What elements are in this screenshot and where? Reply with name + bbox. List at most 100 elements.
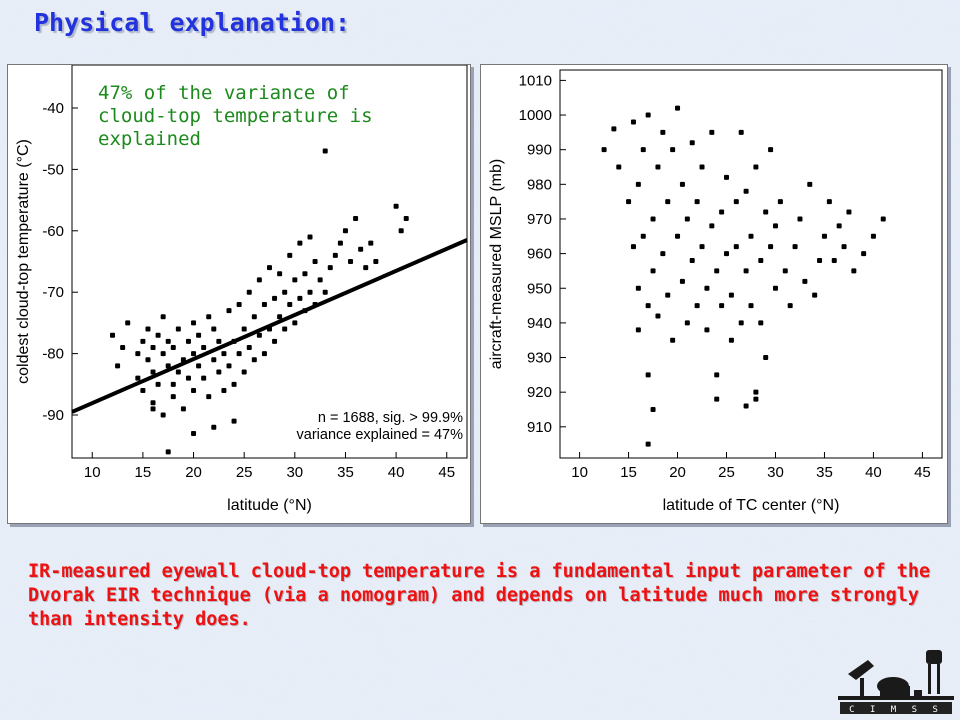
data-point (817, 258, 823, 264)
data-point (782, 268, 788, 274)
data-point (191, 430, 197, 436)
data-point (272, 338, 278, 344)
data-point (733, 244, 739, 250)
x-tick-label: 30 (286, 464, 303, 481)
data-point (175, 369, 181, 375)
y-tick-label: -40 (42, 100, 64, 117)
data-point (694, 199, 700, 205)
data-point (287, 301, 293, 307)
data-point (115, 363, 121, 369)
data-point (763, 355, 769, 361)
y-tick-label: 920 (527, 384, 552, 401)
y-tick-label: -70 (42, 284, 64, 301)
data-point (743, 268, 749, 274)
data-point (679, 278, 685, 284)
stats-line-n: n = 1688, sig. > 99.9% (317, 410, 463, 426)
data-point (246, 344, 252, 350)
data-point (337, 240, 343, 246)
data-point (836, 223, 842, 229)
data-point (196, 332, 202, 338)
data-point (246, 289, 252, 295)
data-point (312, 301, 318, 307)
data-point (738, 129, 744, 135)
data-point (640, 147, 646, 153)
data-point (155, 381, 161, 387)
data-point (684, 320, 690, 326)
data-point (307, 234, 313, 240)
data-point (231, 381, 237, 387)
data-point (753, 396, 759, 402)
data-point (267, 265, 272, 271)
data-point (645, 303, 651, 309)
data-point (211, 357, 217, 363)
data-point (650, 268, 656, 274)
data-point (724, 251, 730, 257)
data-point (251, 357, 257, 363)
data-point (699, 244, 705, 250)
data-point (191, 387, 197, 393)
data-point (728, 337, 734, 343)
x-tick-label: 40 (865, 464, 882, 481)
data-point (368, 240, 374, 246)
stats-line-variance: variance explained = 47% (296, 427, 463, 443)
data-point (261, 351, 267, 357)
data-point (272, 295, 278, 301)
data-point (821, 233, 827, 239)
data-point (645, 112, 651, 118)
data-point (221, 387, 227, 393)
data-point (287, 252, 293, 258)
data-point (332, 252, 338, 258)
data-point (150, 344, 156, 350)
data-point (150, 400, 156, 406)
data-point (768, 244, 774, 250)
data-point (110, 332, 116, 338)
y-tick-label: -80 (42, 346, 64, 363)
data-point (699, 164, 705, 170)
data-point (679, 181, 685, 187)
data-point (846, 209, 852, 215)
data-point (363, 265, 369, 271)
data-point (236, 351, 242, 357)
data-point (665, 292, 671, 298)
plot-frame (559, 69, 943, 459)
x-tick-label: 25 (236, 464, 253, 481)
data-point (175, 326, 181, 332)
data-point (297, 240, 303, 246)
data-point (398, 228, 404, 234)
data-point (616, 164, 622, 170)
data-point (211, 326, 217, 332)
data-point (694, 303, 700, 309)
data-point (826, 199, 832, 205)
y-tick-label: 970 (527, 211, 552, 228)
data-point (660, 129, 666, 135)
data-point (145, 326, 151, 332)
data-point (738, 320, 744, 326)
data-point (655, 313, 661, 319)
data-point (630, 244, 636, 250)
data-point (231, 418, 237, 424)
data-point (125, 320, 131, 326)
data-point (191, 320, 197, 326)
data-point (630, 119, 636, 125)
x-tick-label: 40 (388, 464, 405, 481)
data-point (802, 278, 808, 284)
data-point (831, 258, 837, 264)
data-point (216, 369, 222, 375)
data-point (322, 289, 328, 295)
data-point (155, 332, 161, 338)
conclusion-text: IR-measured eyewall cloud-top temperatur… (28, 561, 931, 630)
data-point (601, 147, 607, 153)
mslp-scatter-chart: 10 15 20 25 30 35 40 45 910 920 930 940 950 960 970 980… (488, 69, 943, 514)
data-point (170, 394, 176, 400)
data-point (665, 199, 671, 205)
data-point (709, 223, 715, 229)
data-point (241, 369, 247, 375)
data-point (277, 314, 283, 320)
data-point (393, 203, 399, 209)
data-point (180, 406, 186, 412)
data-point (635, 285, 641, 291)
data-point (342, 228, 348, 234)
data-point (256, 332, 262, 338)
y-axis-label: aircraft-measured MSLP (mb) (488, 159, 505, 369)
data-point (302, 308, 308, 314)
